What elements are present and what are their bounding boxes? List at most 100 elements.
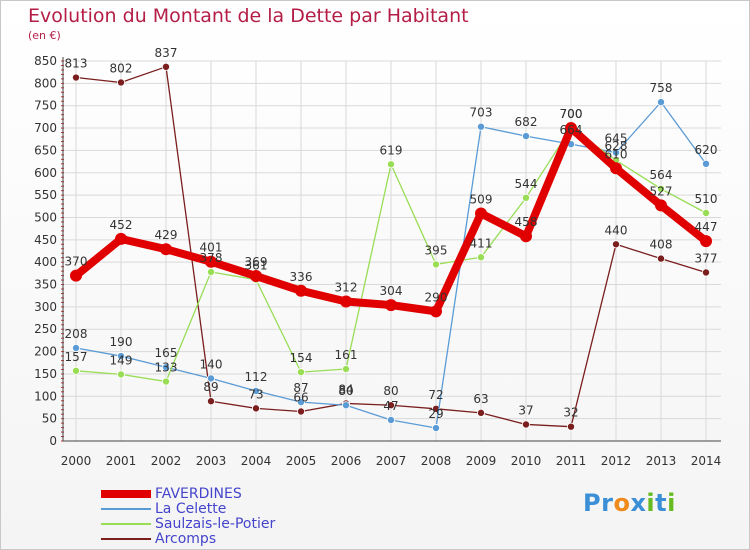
data-label: 703 [470,106,493,120]
data-label: 509 [470,192,493,206]
data-label: 645 [605,132,628,146]
data-label: 429 [155,228,178,242]
data-label: 564 [650,168,673,182]
data-label: 510 [695,192,718,206]
data-label: 628 [605,139,628,153]
data-label: 80 [338,384,353,398]
y-tick-label: 100 [34,389,57,403]
x-tick-label: 2009 [466,454,497,468]
data-point [160,243,172,256]
data-point [72,73,81,82]
x-tick-label: 2002 [151,454,182,468]
data-point [72,344,81,353]
x-tick-label: 2014 [691,454,722,468]
x-tick-label: 2010 [511,454,542,468]
data-label: 700 [560,107,583,121]
data-point [702,159,711,168]
data-label: 619 [380,143,403,157]
x-tick-label: 2001 [106,454,137,468]
data-point [431,260,440,269]
legend-label: La Celette [155,501,227,517]
data-point [430,305,442,318]
data-point [206,397,215,406]
legend-swatch [101,538,151,540]
data-point [296,398,305,407]
data-point [386,160,395,169]
x-tick-label: 2004 [241,454,272,468]
data-point [296,407,305,416]
x-tick-label: 2008 [421,454,452,468]
y-tick-label: 500 [34,210,57,224]
data-label: 370 [65,255,88,269]
data-label: 89 [203,380,218,394]
y-tick-label: 550 [34,188,57,202]
data-label: 84 [338,382,353,396]
data-point [476,253,485,262]
logo-letter: o [613,489,631,517]
data-point [341,365,350,374]
logo-letter: t [655,489,668,517]
legend-label: Saulzais-le-Potier [155,516,276,532]
data-label: 361 [245,259,268,273]
data-point [476,408,485,417]
data-point [567,422,576,431]
data-label: 369 [245,255,268,269]
data-label: 411 [470,236,493,250]
data-label: 47 [383,399,398,413]
data-point [386,415,395,424]
data-label: 73 [248,387,263,401]
data-point [161,363,170,372]
data-label: 682 [515,115,538,129]
data-point [117,78,126,87]
data-label: 664 [560,123,583,137]
data-point [612,240,621,249]
data-label: 112 [245,370,268,384]
data-label: 813 [65,57,88,71]
y-tick-label: 600 [34,166,57,180]
data-point [295,284,307,297]
y-tick-label: 700 [34,121,57,135]
y-tick-label: 800 [34,76,57,90]
data-point [522,132,531,141]
data-point [612,148,621,157]
y-tick-label: 200 [34,345,57,359]
data-label: 208 [65,327,88,341]
data-label: 312 [335,281,358,295]
legend-swatch [101,508,151,510]
data-point [385,299,397,312]
data-point [251,404,260,413]
data-label: 837 [155,46,178,60]
data-point [700,235,712,248]
logo-letter: i [646,489,656,517]
data-label: 408 [650,238,673,252]
data-label: 149 [110,353,133,367]
data-label: 610 [605,147,628,161]
legend-swatch [101,490,151,498]
data-point [657,98,666,107]
data-point [161,377,170,386]
y-tick-label: 400 [34,255,57,269]
data-label: 377 [695,251,718,265]
y-tick-label: 850 [34,54,57,68]
data-label: 63 [473,392,488,406]
data-label: 440 [605,223,628,237]
data-label: 378 [200,251,223,265]
data-point [386,401,395,410]
y-tick-label: 300 [34,300,57,314]
y-tick-label: 350 [34,278,57,292]
chart-title: Evolution du Montant de la Dette par Hab… [28,5,469,27]
data-label: 165 [155,346,178,360]
logo-letter: x [630,489,647,517]
data-point [250,270,262,283]
data-label: 161 [335,348,358,362]
data-label: 544 [515,177,538,191]
logo-letter: i [667,489,676,517]
legend-label: Arcomps [155,531,217,547]
x-tick-label: 2006 [331,454,362,468]
data-point [565,122,577,135]
data-label: 401 [200,241,223,255]
x-tick-label: 2003 [196,454,227,468]
legend-label: FAVERDINES [155,486,242,502]
data-point [341,401,350,410]
